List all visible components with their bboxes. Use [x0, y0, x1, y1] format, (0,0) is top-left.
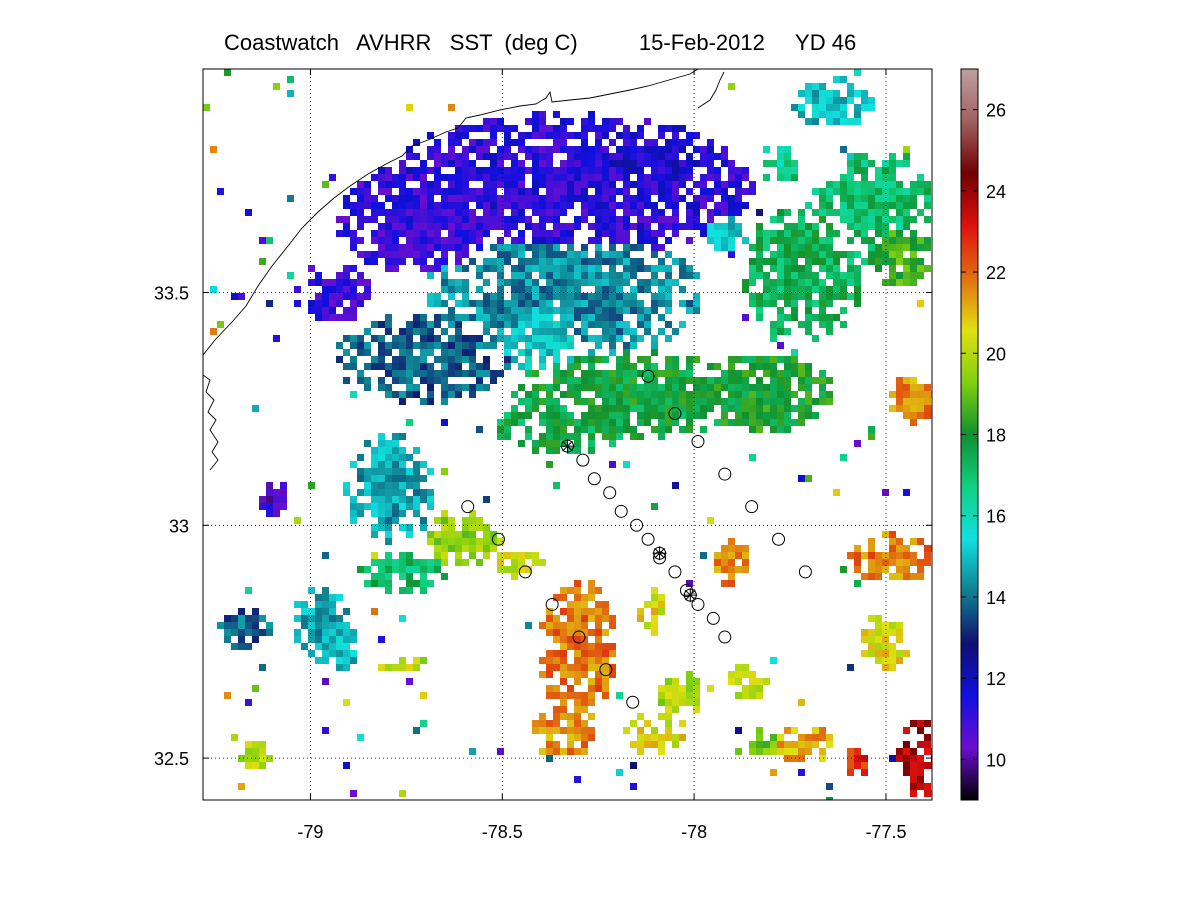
station-circle [745, 500, 759, 514]
station-circle [706, 611, 720, 625]
colorbar-tick-label: 24 [986, 182, 1006, 202]
station-circle [641, 369, 655, 383]
plot-frame [202, 68, 933, 801]
lat-tick-label: 33 [169, 516, 189, 536]
lat-tick-label: 33.5 [154, 283, 189, 303]
station-markers [461, 369, 812, 709]
station-star [683, 588, 698, 603]
colorbar-tick-label: 26 [986, 101, 1006, 121]
station-circle [545, 597, 559, 611]
station-circle [641, 532, 655, 546]
station-circle [587, 472, 601, 486]
station-circle [576, 453, 590, 467]
lon-tick-label: -78.5 [482, 822, 523, 842]
station-circle [626, 695, 640, 709]
station-circle [461, 500, 475, 514]
station-circle [691, 434, 705, 448]
station-circle [718, 467, 732, 481]
station-star [652, 546, 667, 561]
station-circle [772, 532, 786, 546]
colorbar-tick-label: 12 [986, 669, 1006, 689]
axis-ticks: -79 -78.5 -78 -77.5 33.5 33 32.5 [154, 69, 932, 842]
sst-field [203, 69, 932, 800]
station-circle [599, 663, 613, 677]
colorbar-tick-label: 10 [986, 750, 1006, 770]
station-star [560, 439, 575, 454]
station-circle [691, 597, 705, 611]
title-date: 15-Feb-2012 [638, 30, 765, 55]
title-main: Coastwatch AVHRR SST (deg C) [224, 30, 578, 55]
grid-lines [203, 69, 932, 800]
station-circle [603, 486, 617, 500]
lon-tick-label: -78 [681, 822, 707, 842]
station-circle [668, 407, 682, 421]
station-circle [718, 630, 732, 644]
station-circle [614, 504, 628, 518]
station-circle [572, 630, 586, 644]
station-circle [518, 565, 532, 579]
station-circle [630, 518, 644, 532]
colorbar-ticks: 10 12 14 16 18 20 22 24 26 [961, 101, 1006, 770]
colorbar-tick-label: 16 [986, 507, 1006, 527]
chart-title: Coastwatch AVHRR SST (deg C) 15-Feb-2012… [224, 30, 856, 56]
lon-tick-label: -77.5 [865, 822, 906, 842]
coastline [202, 68, 725, 471]
title-yearday: YD 46 [795, 30, 857, 55]
colorbar-tick-label: 18 [986, 426, 1006, 446]
colorbar-tick-label: 14 [986, 588, 1006, 608]
station-circle [491, 532, 505, 546]
colorbar-tick-label: 20 [986, 344, 1006, 364]
colorbar-tick-label: 22 [986, 263, 1006, 283]
lat-tick-label: 32.5 [154, 749, 189, 769]
lon-tick-label: -79 [297, 822, 323, 842]
station-circle [798, 565, 812, 579]
station-circle [679, 583, 693, 597]
station-circle [668, 565, 682, 579]
